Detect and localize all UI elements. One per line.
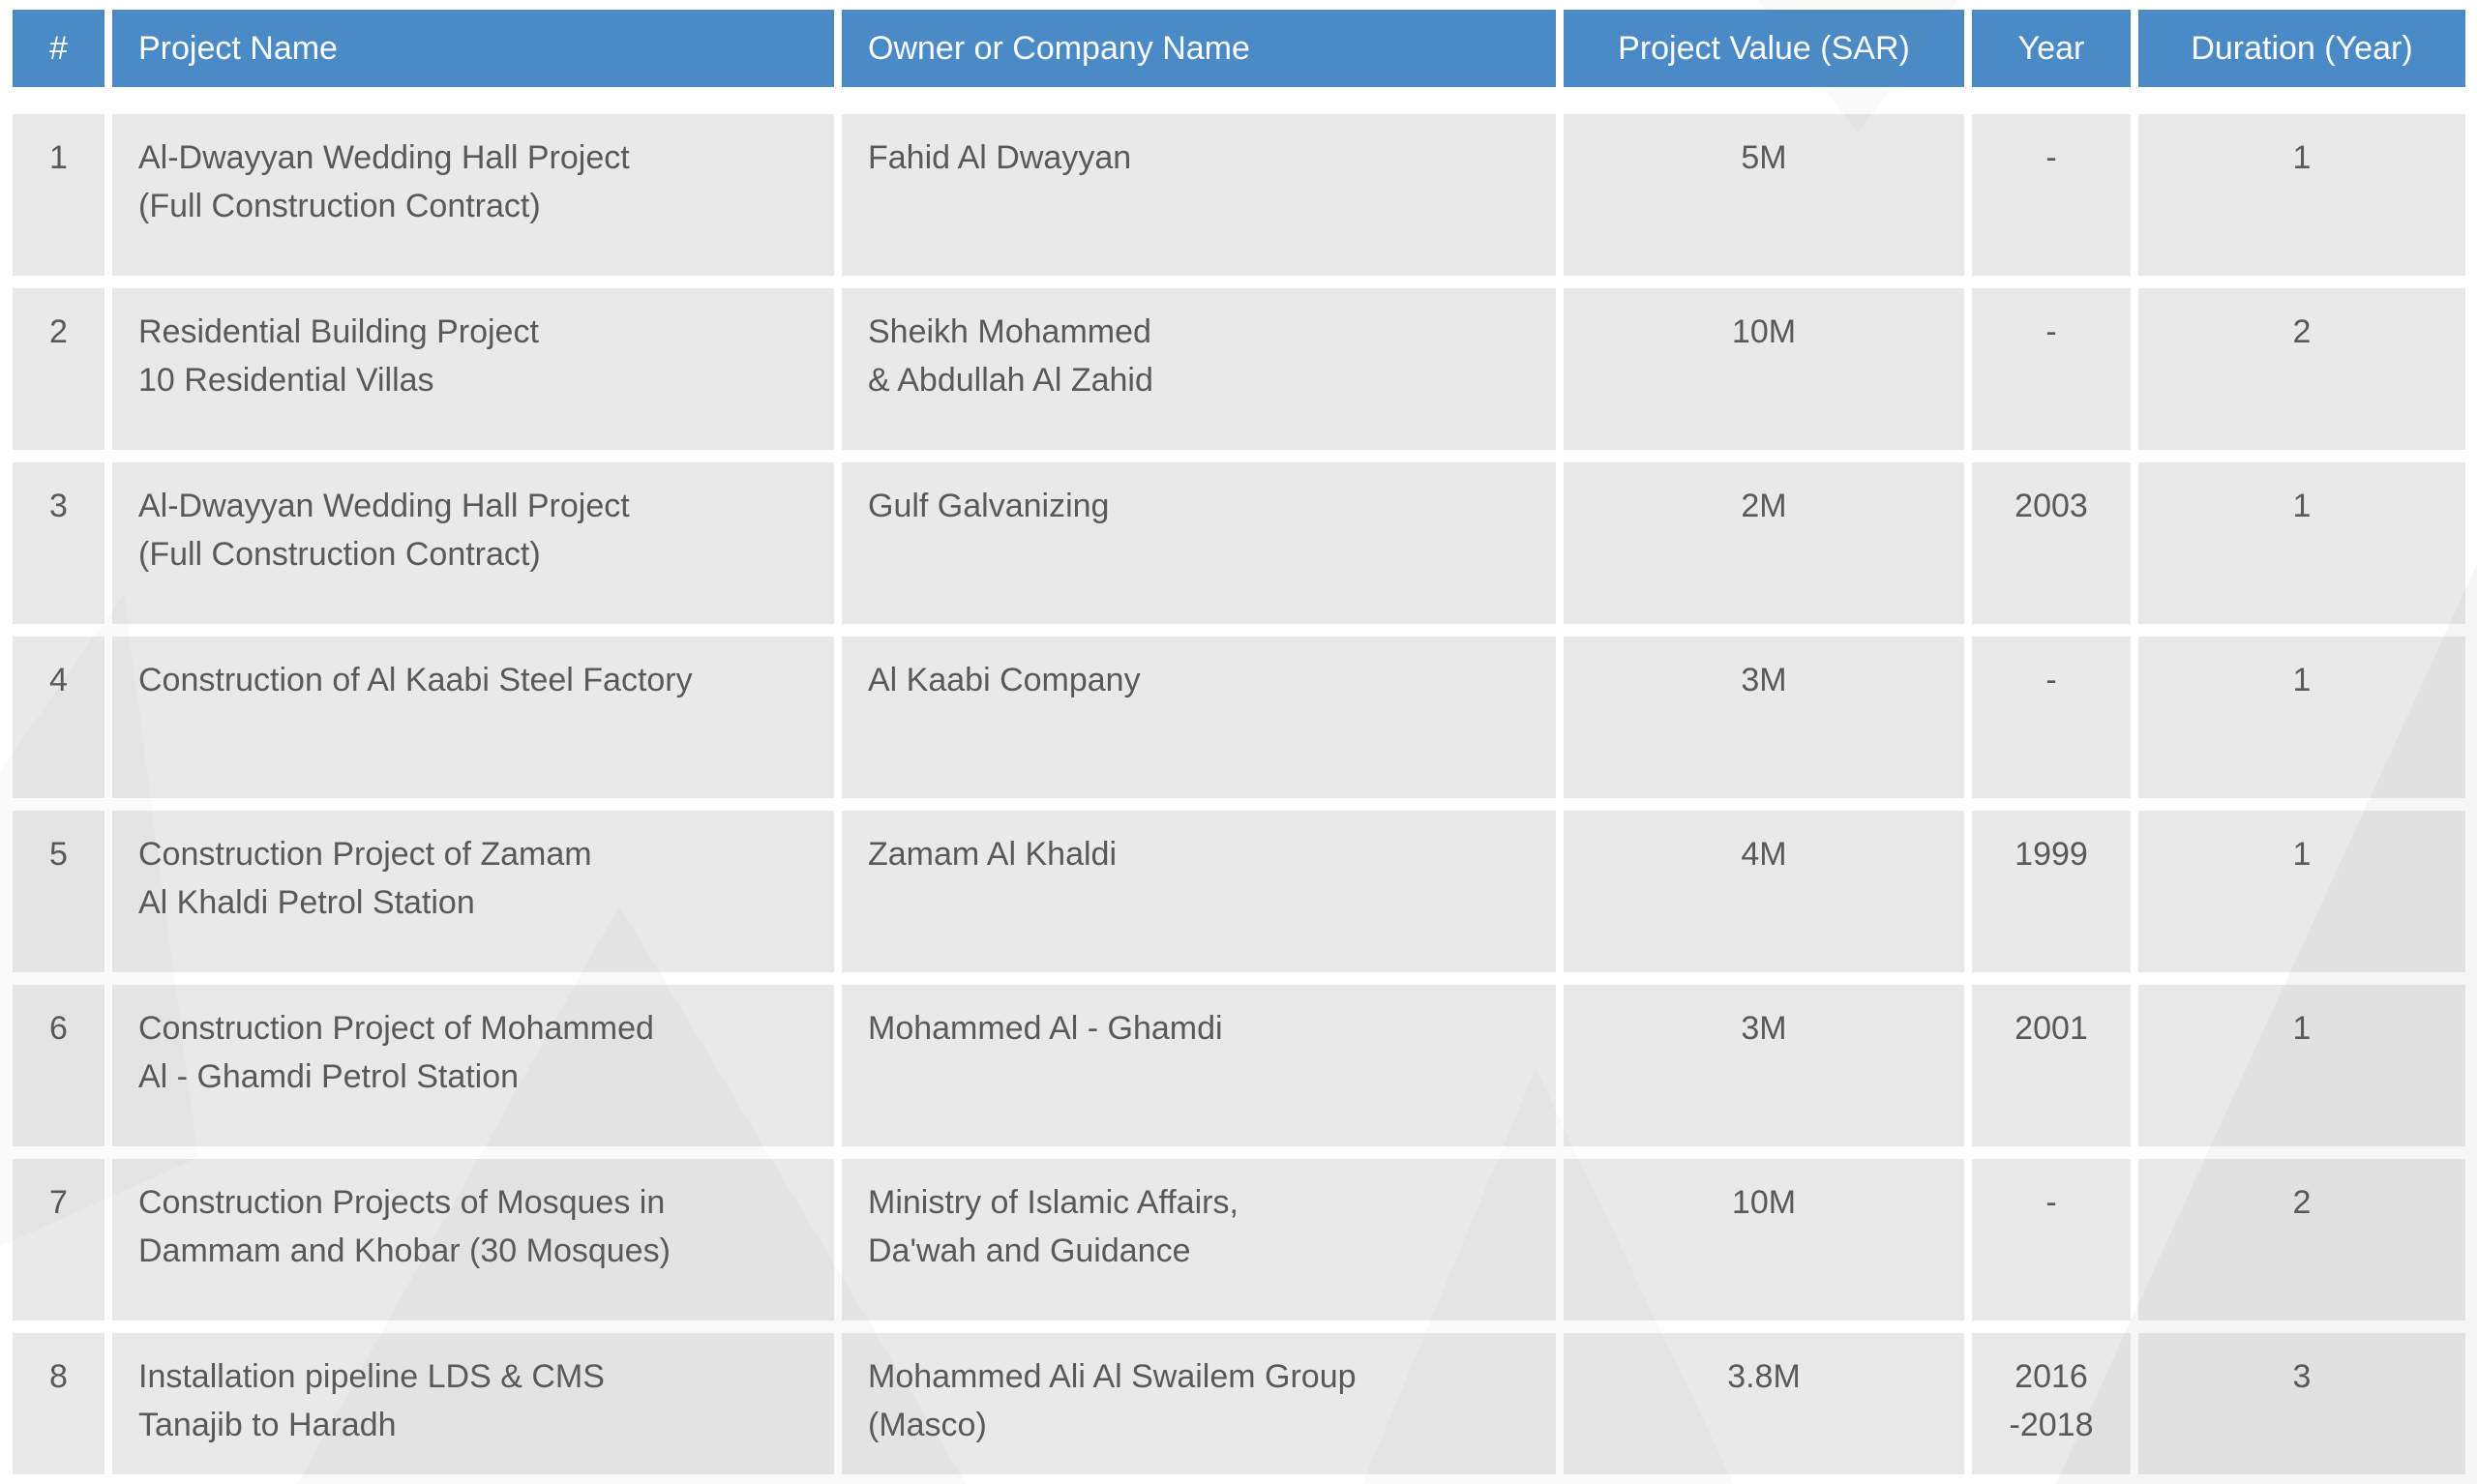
table-body: 1 Al-Dwayyan Wedding Hall Project (Full … <box>13 114 2465 1474</box>
cell-owner-name: Mohammed Al - Ghamdi <box>842 985 1556 1146</box>
cell-row-number: 4 <box>13 637 104 798</box>
cell-duration: 1 <box>2138 811 2465 972</box>
cell-year: 2001 <box>1972 985 2131 1146</box>
cell-row-number: 1 <box>13 114 104 276</box>
cell-project-value: 3.8M <box>1564 1333 1964 1474</box>
cell-project-value: 10M <box>1564 1159 1964 1321</box>
cell-project-name: Construction Project of Mohammed Al - Gh… <box>112 985 834 1146</box>
cell-project-value: 5M <box>1564 114 1964 276</box>
cell-duration: 1 <box>2138 114 2465 276</box>
cell-year: 2003 <box>1972 462 2131 624</box>
cell-project-name: Construction Project of Zamam Al Khaldi … <box>112 811 834 972</box>
cell-project-value: 2M <box>1564 462 1964 624</box>
header-cell-number: # <box>13 10 104 87</box>
cell-project-name: Residential Building Project 10 Resident… <box>112 288 834 450</box>
cell-row-number: 7 <box>13 1159 104 1321</box>
cell-year: 2016 -2018 <box>1972 1333 2131 1474</box>
cell-row-number: 2 <box>13 288 104 450</box>
cell-project-name: Construction of Al Kaabi Steel Factory <box>112 637 834 798</box>
cell-owner-name: Mohammed Ali Al Swailem Group (Masco) <box>842 1333 1556 1474</box>
cell-project-value: 10M <box>1564 288 1964 450</box>
cell-year: 1999 <box>1972 811 2131 972</box>
cell-duration: 3 <box>2138 1333 2465 1474</box>
cell-project-value: 3M <box>1564 985 1964 1146</box>
cell-row-number: 5 <box>13 811 104 972</box>
cell-project-value: 3M <box>1564 637 1964 798</box>
cell-project-value: 4M <box>1564 811 1964 972</box>
header-cell-owner-name: Owner or Company Name <box>842 10 1556 87</box>
header-cell-project-name: Project Name <box>112 10 834 87</box>
cell-owner-name: Sheikh Mohammed & Abdullah Al Zahid <box>842 288 1556 450</box>
cell-row-number: 6 <box>13 985 104 1146</box>
table-header-row: # Project Name Owner or Company Name Pro… <box>13 10 2465 87</box>
cell-owner-name: Ministry of Islamic Affairs, Da'wah and … <box>842 1159 1556 1321</box>
cell-project-name: Al-Dwayyan Wedding Hall Project (Full Co… <box>112 462 834 624</box>
cell-owner-name: Gulf Galvanizing <box>842 462 1556 624</box>
cell-row-number: 8 <box>13 1333 104 1474</box>
cell-owner-name: Fahid Al Dwayyan <box>842 114 1556 276</box>
cell-project-name: Installation pipeline LDS & CMS Tanajib … <box>112 1333 834 1474</box>
cell-year: - <box>1972 288 2131 450</box>
cell-owner-name: Al Kaabi Company <box>842 637 1556 798</box>
cell-project-name: Construction Projects of Mosques in Damm… <box>112 1159 834 1321</box>
cell-year: - <box>1972 637 2131 798</box>
cell-row-number: 3 <box>13 462 104 624</box>
header-cell-duration: Duration (Year) <box>2138 10 2465 87</box>
cell-duration: 2 <box>2138 288 2465 450</box>
cell-owner-name: Zamam Al Khaldi <box>842 811 1556 972</box>
cell-duration: 1 <box>2138 462 2465 624</box>
cell-project-name: Al-Dwayyan Wedding Hall Project (Full Co… <box>112 114 834 276</box>
header-cell-year: Year <box>1972 10 2131 87</box>
cell-duration: 1 <box>2138 985 2465 1146</box>
cell-year: - <box>1972 114 2131 276</box>
cell-year: - <box>1972 1159 2131 1321</box>
cell-duration: 1 <box>2138 637 2465 798</box>
cell-duration: 2 <box>2138 1159 2465 1321</box>
header-cell-project-value: Project Value (SAR) <box>1564 10 1964 87</box>
